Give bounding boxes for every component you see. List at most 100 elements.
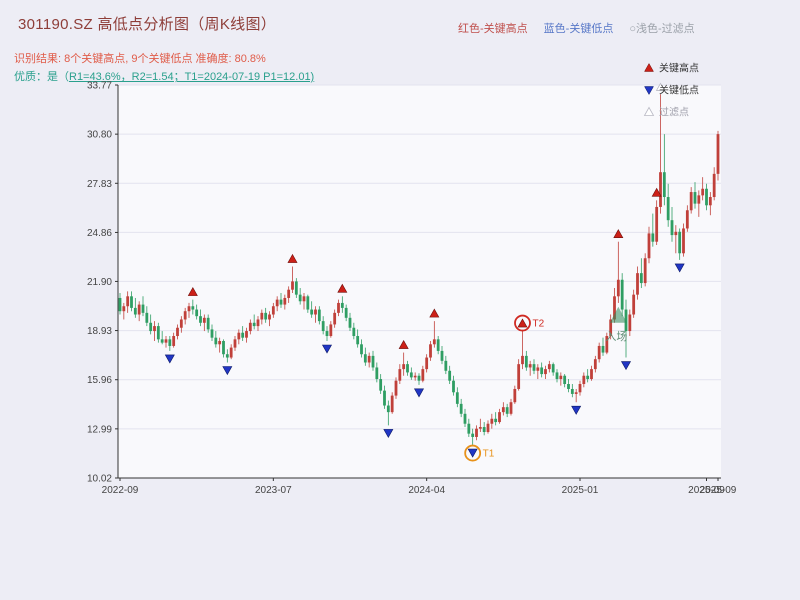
legend-item-label: 关键高点 <box>659 62 699 75</box>
y-tick-label: 30.80 <box>87 130 112 141</box>
candle-body <box>643 258 647 284</box>
header-legend-key-low: 蓝色-关键低点 <box>543 23 614 35</box>
candle-body <box>452 380 455 393</box>
candle-body <box>509 402 513 414</box>
y-tick-label: 18.93 <box>87 326 112 337</box>
key-high-marker <box>187 287 198 296</box>
candle-body <box>218 340 222 345</box>
key-high-marker <box>429 308 440 318</box>
y-tick-label: 15.96 <box>87 375 112 386</box>
header-legend-filtered: ○浅色-过滤点 <box>629 23 695 35</box>
candle-body <box>628 314 632 332</box>
candle-body <box>697 195 701 204</box>
candle-body <box>287 289 291 298</box>
quality-line-prefix: 优质：是（ <box>14 71 69 83</box>
candle-body <box>590 369 593 380</box>
candle-body <box>429 344 432 358</box>
candle-body <box>478 427 482 429</box>
candle-body <box>632 294 636 315</box>
candle-body <box>145 312 149 323</box>
candle-body <box>371 355 375 368</box>
candle-body <box>678 231 682 254</box>
candle-body <box>432 339 436 345</box>
candle-body <box>639 273 643 284</box>
candle-body <box>333 312 337 325</box>
candle-body <box>168 339 172 346</box>
key-high-marker <box>613 229 624 239</box>
candle-body <box>570 388 574 394</box>
candle-body <box>314 309 317 315</box>
quality-line: 优质：是（R1=43.6%，R2=1.54；T1=2024-07-19 P1=1… <box>14 68 314 84</box>
candle-body <box>524 355 528 368</box>
candle-body <box>528 364 532 368</box>
candle-body <box>636 273 639 295</box>
candle-body <box>436 339 440 351</box>
y-tick-label: 21.90 <box>87 277 112 288</box>
candle-body <box>651 233 655 242</box>
candle-body <box>486 423 490 432</box>
key-low-marker <box>321 344 333 354</box>
candle-body <box>659 172 662 207</box>
legend-item-label: 关键低点 <box>659 84 699 97</box>
legend-item-label: 过滤点 <box>659 106 689 119</box>
x-tick-label: 2025-01 <box>562 485 599 496</box>
candle-body <box>463 413 467 424</box>
t2-circle <box>514 314 531 332</box>
key-low-marker <box>383 429 394 438</box>
candle-body <box>256 319 260 327</box>
candle-body <box>137 304 141 315</box>
candle-body <box>501 407 505 413</box>
candle-body <box>340 302 344 308</box>
candle-body <box>317 309 321 322</box>
candle-body <box>620 279 624 310</box>
candle-body <box>708 197 712 206</box>
candle-body <box>356 336 360 345</box>
candle-body <box>547 364 551 370</box>
x-tick-label: 2022-09 <box>102 485 139 496</box>
header-legend-key-high: 红色-关键高点 <box>458 23 528 35</box>
candle-body <box>268 314 271 320</box>
quality-line-values: R1=43.6%，R2=1.54；T1=2024-07-19 P1=12.01) <box>69 71 315 83</box>
candle-body <box>532 364 536 371</box>
candle-body <box>417 375 421 381</box>
candle-body <box>624 309 628 332</box>
candle-body <box>444 360 448 371</box>
candle-body <box>199 316 202 323</box>
candle-body <box>540 367 544 375</box>
key-low-marker <box>467 448 478 458</box>
x-tick-label: 2025-09 <box>688 485 725 496</box>
candle-body <box>705 188 708 206</box>
candle-body <box>425 357 429 370</box>
filtered-marker <box>655 82 666 91</box>
candle-body <box>363 354 367 363</box>
key-low-marker <box>620 361 632 371</box>
candle-body <box>421 369 425 381</box>
candle-body <box>701 188 705 196</box>
candle-body <box>160 339 164 343</box>
key-high-marker <box>337 283 348 293</box>
header-legend: 红色-关键高点 蓝色-关键低点 ○浅色-过滤点 <box>458 20 695 36</box>
candle-body <box>360 344 363 355</box>
candle-body <box>682 228 685 254</box>
candle-body <box>685 210 689 229</box>
legend-key-high-icon <box>644 62 654 72</box>
y-tick-label: 27.83 <box>87 179 112 190</box>
entry-label: 入场 <box>605 329 627 343</box>
candle-body <box>383 390 386 406</box>
candle-body <box>248 322 252 332</box>
candle-body <box>252 322 256 327</box>
candle-body <box>206 317 210 330</box>
candle-body <box>459 403 463 414</box>
candle-body <box>133 307 137 315</box>
candle-body <box>233 339 237 348</box>
candle-body <box>647 233 651 259</box>
candle-body <box>482 427 486 432</box>
candle-body <box>325 331 329 337</box>
candle-body <box>390 395 394 413</box>
key-high-marker <box>651 187 662 197</box>
candle-body <box>394 380 398 396</box>
candle-body <box>237 332 241 340</box>
candle-body <box>375 367 379 380</box>
candle-body <box>689 192 693 211</box>
